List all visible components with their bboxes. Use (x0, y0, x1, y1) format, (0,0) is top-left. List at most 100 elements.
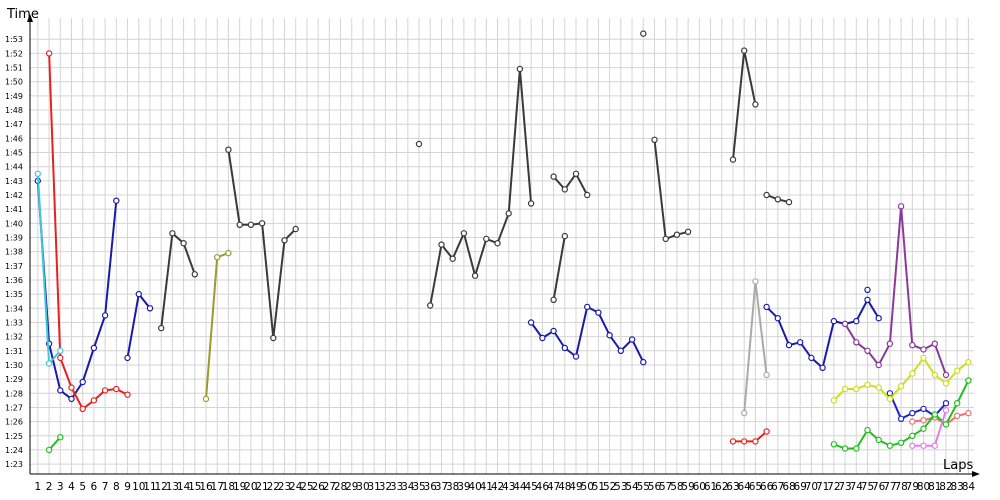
x-tick-label: 30 (356, 481, 369, 493)
data-point (785, 198, 793, 206)
data-point (886, 340, 894, 347)
x-tick-label: 40 (468, 481, 481, 493)
x-tick-label: 72 (827, 481, 840, 493)
data-point (886, 395, 894, 403)
data-point (662, 235, 669, 243)
x-tick-label: 24 (289, 481, 303, 493)
data-point (886, 442, 894, 449)
data-point (617, 347, 625, 354)
data-point (550, 173, 557, 180)
data-point (752, 101, 759, 108)
series-15 (830, 354, 972, 404)
x-tick-label: 44 (513, 481, 527, 493)
x-tick-label: 63 (726, 481, 739, 493)
data-point (942, 371, 950, 379)
data-point (561, 232, 569, 240)
x-tick-label: 21 (255, 481, 268, 493)
data-point (741, 47, 748, 54)
y-tick-label: 1:42 (5, 191, 23, 200)
x-tick-label: 83 (950, 481, 963, 493)
data-point (146, 305, 154, 312)
x-tick-label: 70 (805, 481, 818, 493)
series-line (36, 180, 118, 400)
data-point (113, 385, 120, 393)
data-point (931, 340, 939, 347)
data-point (853, 317, 860, 325)
y-tick-label: 1:45 (5, 149, 23, 158)
y-tick-label: 1:23 (5, 460, 23, 469)
series-1 (157, 65, 692, 342)
data-point (830, 397, 838, 404)
x-tick-label: 78 (894, 481, 907, 493)
data-point (965, 377, 972, 384)
x-tick-label: 58 (670, 481, 683, 493)
data-point (741, 409, 748, 417)
y-tick-label: 1:36 (5, 276, 23, 285)
y-tick-label: 1:28 (5, 389, 23, 398)
data-point (830, 317, 838, 325)
data-point (34, 170, 42, 177)
data-point (909, 409, 916, 417)
x-tick-label: 7 (102, 481, 109, 493)
data-point (931, 442, 939, 449)
series-16 (202, 249, 232, 403)
data-point (90, 397, 98, 404)
data-point (202, 395, 210, 403)
x-tick-label: 31 (368, 481, 381, 493)
x-tick-label: 80 (917, 481, 930, 493)
data-point (774, 196, 782, 203)
data-point (942, 380, 950, 387)
data-point (213, 254, 221, 261)
data-point (920, 442, 927, 449)
data-point (640, 358, 647, 366)
x-tick-label: 53 (614, 481, 627, 493)
x-tick-label: 8 (113, 481, 120, 493)
x-tick-label: 47 (547, 481, 560, 493)
data-point (79, 405, 86, 413)
series-layer (34, 30, 972, 454)
x-tick-label: 82 (939, 481, 952, 493)
x-tick-label: 28 (334, 481, 347, 493)
data-point (516, 65, 524, 73)
series-9 (45, 50, 131, 413)
y-tick-label: 1:46 (5, 134, 23, 143)
data-point (920, 417, 927, 424)
series-5 (124, 290, 154, 362)
data-point (673, 231, 681, 238)
series-8 (886, 390, 950, 422)
x-tick-label: 39 (457, 481, 470, 493)
data-point (584, 303, 591, 311)
data-point (942, 421, 950, 428)
y-tick-label: 1:32 (5, 333, 23, 342)
data-point (864, 426, 871, 434)
y-tick-label: 1:48 (5, 106, 23, 115)
y-tick-label: 1:35 (5, 290, 23, 299)
x-tick-label: 66 (760, 481, 774, 493)
series-13 (45, 434, 64, 454)
data-point (628, 336, 636, 343)
data-point (920, 405, 927, 413)
series-6 (527, 296, 882, 371)
data-point (527, 200, 535, 207)
x-tick-label: 34 (401, 481, 415, 493)
data-point (550, 296, 557, 303)
x-tick-label: 17 (211, 481, 224, 493)
data-point (460, 230, 468, 237)
data-point (954, 367, 961, 374)
data-point (763, 191, 770, 199)
x-tick-label: 74 (850, 481, 864, 493)
data-point (752, 278, 759, 285)
data-point (225, 249, 232, 257)
data-point (897, 203, 905, 210)
series-line (733, 430, 768, 443)
x-tick-label: 25 (300, 481, 313, 493)
data-point (494, 239, 501, 247)
y-tick-label: 1:30 (5, 361, 23, 370)
data-point (864, 347, 871, 354)
x-tick-label: 29 (345, 481, 358, 493)
x-tick-labels: 1 2 3 4 5 6 7 8 9 1011121314151617181920212223242… (35, 481, 976, 493)
y-tick-label: 1:44 (5, 163, 23, 172)
x-tick-label: 37 (435, 481, 448, 493)
y-tick-label: 1:51 (5, 64, 23, 73)
